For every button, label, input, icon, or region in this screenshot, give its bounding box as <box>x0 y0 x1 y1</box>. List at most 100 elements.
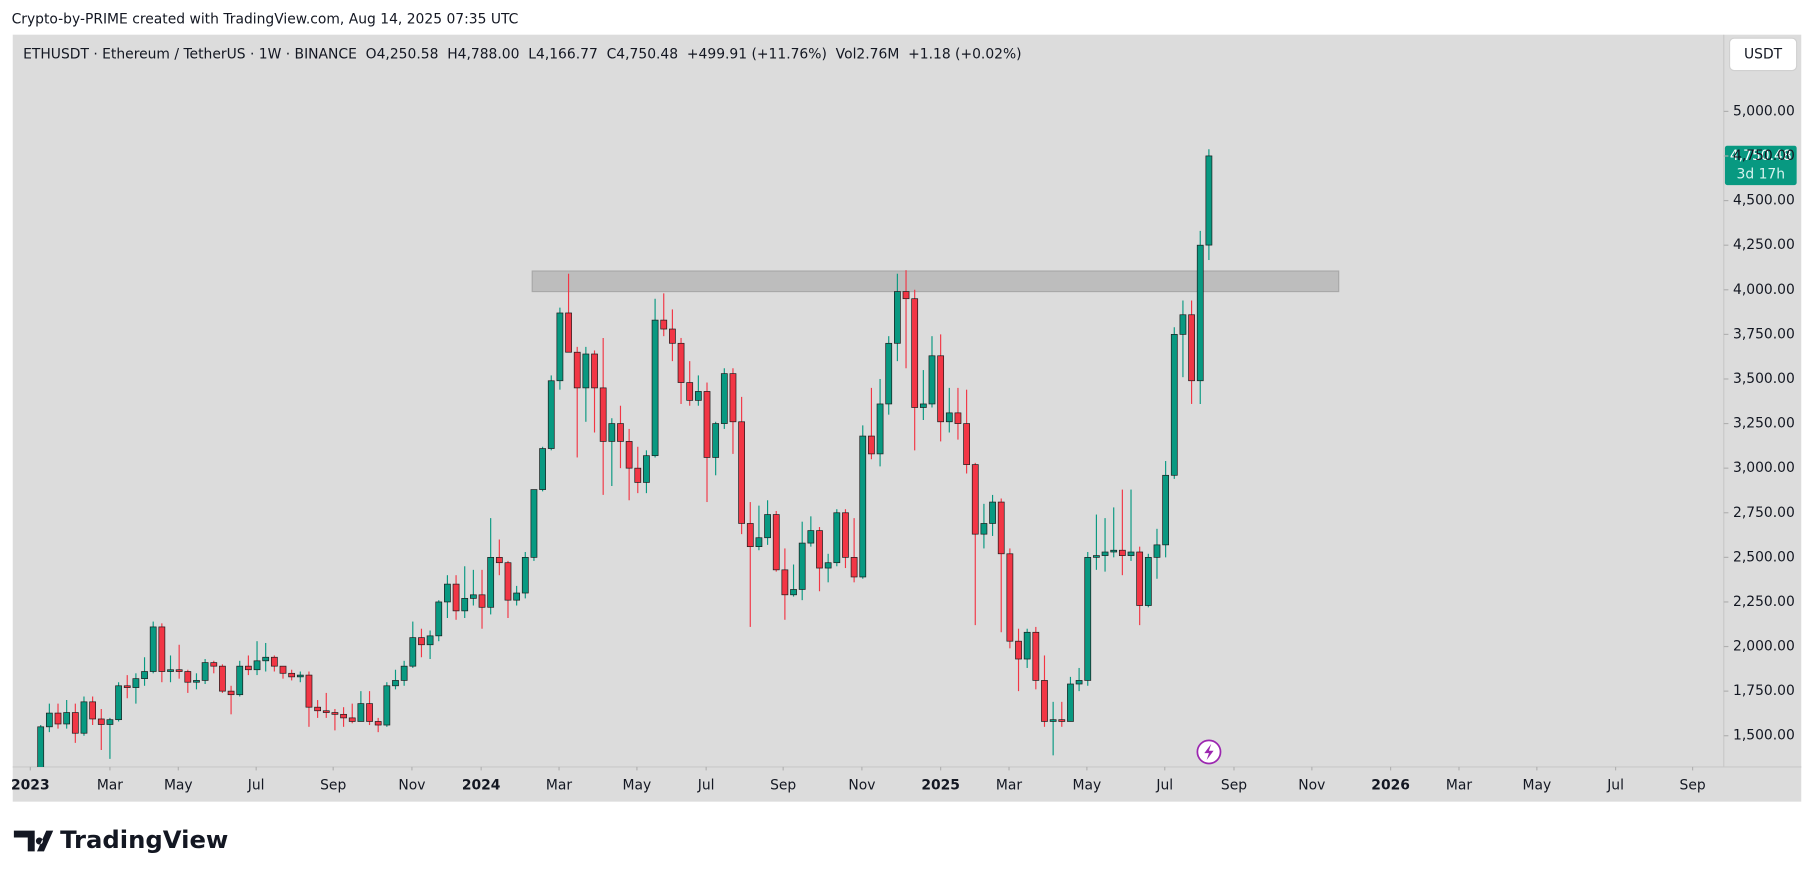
x-tick-label: May <box>623 777 652 793</box>
x-tick-label: Jul <box>697 777 715 793</box>
candle-body <box>1118 549 1126 556</box>
candle-body <box>469 594 477 599</box>
candle-body <box>357 703 365 722</box>
candle-body <box>175 669 183 672</box>
candle-body <box>219 665 226 692</box>
candle-body <box>989 501 996 524</box>
y-tick-label: 3,750.00 <box>1733 326 1795 342</box>
candle-body <box>444 583 451 603</box>
candle-body <box>634 467 642 483</box>
candle-body <box>833 512 841 564</box>
candle-body <box>106 719 114 725</box>
candle-body <box>902 291 910 300</box>
x-tick-label: 2025 <box>921 777 960 793</box>
x-tick-label: Nov <box>398 777 425 793</box>
logo-text: TradingView <box>60 825 228 854</box>
candle-body <box>495 557 503 564</box>
x-tick-label: Mar <box>996 777 1022 793</box>
candle-body <box>625 441 633 469</box>
candle-body <box>193 680 200 683</box>
candle-body <box>478 594 486 608</box>
candle-body <box>296 674 304 678</box>
candle-body <box>1067 683 1074 722</box>
candle-body <box>556 312 564 382</box>
candle-body <box>418 637 425 646</box>
candle-body <box>409 637 417 667</box>
candle-body <box>115 685 122 721</box>
x-tick-label: 2024 <box>462 777 501 793</box>
candle-body <box>1093 555 1100 558</box>
x-tick-label: Nov <box>848 777 875 793</box>
candle-body <box>772 514 780 571</box>
x-tick-label: Mar <box>1446 777 1472 793</box>
candle-body <box>703 391 711 458</box>
candle-body <box>366 703 373 722</box>
candle-body <box>513 592 521 601</box>
y-tick-label: 1,500.00 <box>1733 728 1795 744</box>
candle-body <box>824 562 832 569</box>
candle-body <box>651 319 659 457</box>
candle-body <box>158 626 166 672</box>
currency-button[interactable] <box>1728 37 1798 72</box>
logo-mark <box>13 830 54 852</box>
countdown: 3d 17h <box>1737 167 1786 183</box>
candle-body <box>738 421 745 524</box>
candle-body <box>1188 314 1195 382</box>
candle-body <box>694 391 702 401</box>
candle-body <box>842 512 849 558</box>
candle-body <box>720 373 728 424</box>
candle-body <box>876 403 884 455</box>
candle-body <box>617 423 624 442</box>
candle-body <box>1058 719 1066 722</box>
chart-frame <box>12 34 1802 802</box>
candle-body <box>383 685 391 726</box>
x-tick-label: 2023 <box>11 777 50 793</box>
candle-body <box>669 328 676 344</box>
candle-body <box>591 353 598 389</box>
candle-body <box>686 382 694 401</box>
candle-body <box>253 660 261 671</box>
candle-body <box>97 718 105 725</box>
x-tick-label: Mar <box>546 777 572 793</box>
candle-body <box>1023 631 1031 660</box>
candle-body <box>461 598 469 612</box>
y-tick-label: 2,500.00 <box>1733 549 1795 565</box>
candle-body <box>945 412 953 423</box>
candle-body <box>426 635 434 646</box>
x-tick-label: Nov <box>1298 777 1325 793</box>
candle-body <box>89 701 97 720</box>
candle-body <box>1032 631 1040 681</box>
candle-body <box>573 351 581 389</box>
candle-body <box>288 672 296 678</box>
candle-body <box>1127 551 1135 556</box>
candle-body <box>963 423 970 465</box>
resistance-zone <box>531 270 1340 293</box>
candle-body <box>781 569 789 596</box>
candle-body <box>971 464 979 535</box>
candle-body <box>980 523 988 535</box>
candle-body <box>270 656 278 667</box>
candle-body <box>201 662 209 681</box>
candle-body <box>868 435 875 455</box>
y-tick-label: 1,750.00 <box>1733 683 1795 699</box>
event-bolt <box>1204 743 1214 761</box>
candle-body <box>340 713 347 719</box>
x-tick-label: Sep <box>1221 777 1247 793</box>
candle-body <box>746 523 754 547</box>
candle-body <box>63 712 71 725</box>
x-tick-label: 2026 <box>1371 777 1410 793</box>
candle-body <box>521 557 529 594</box>
candle-body <box>236 665 244 696</box>
candle-body <box>305 674 313 708</box>
candle-body <box>1136 551 1144 606</box>
candle-body <box>331 712 339 715</box>
candle-body <box>54 712 62 725</box>
candle-body <box>167 669 174 672</box>
candle-body <box>539 448 546 490</box>
candle-body <box>71 712 79 734</box>
candle-body <box>755 537 763 547</box>
candle-body <box>530 489 538 558</box>
y-tick-label: 4,250.00 <box>1733 237 1795 253</box>
candle-body <box>816 530 823 569</box>
